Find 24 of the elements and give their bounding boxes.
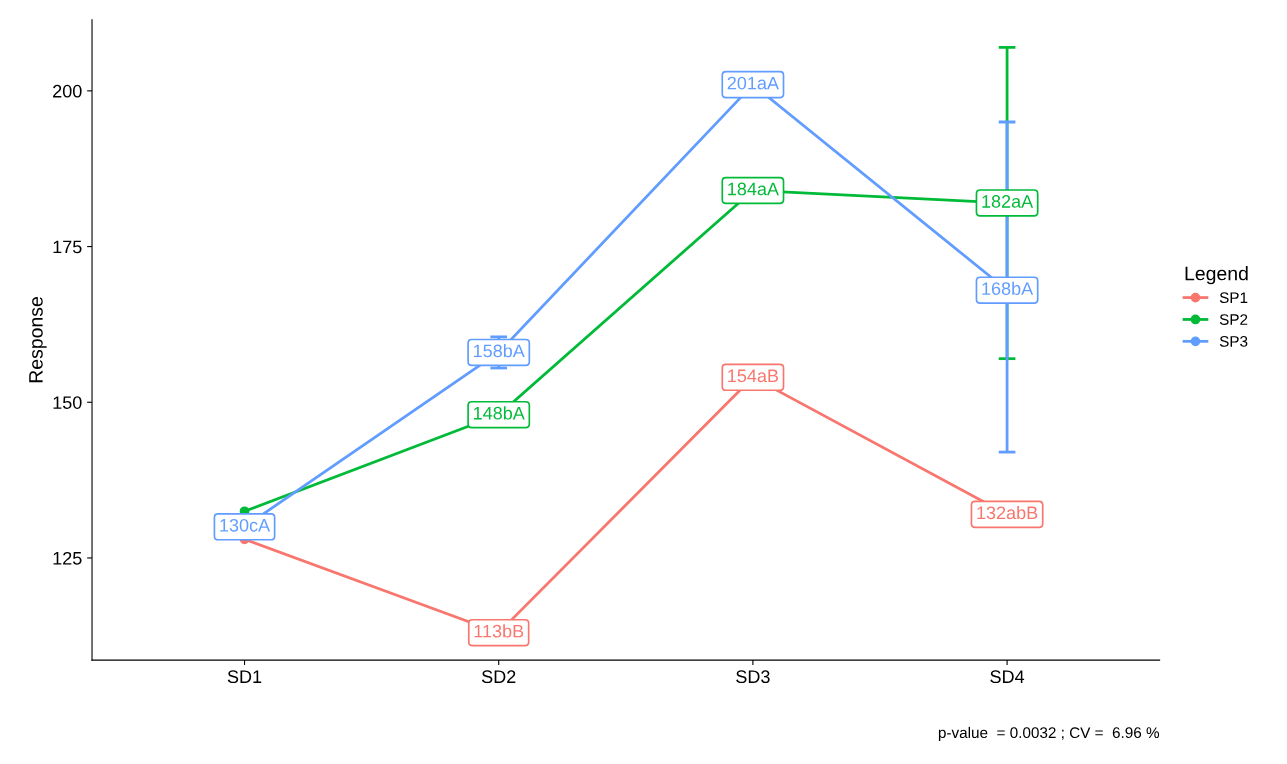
x-tick-label: SD1 [227,670,262,684]
data-label: 184aA [728,182,779,196]
data-label: 168bA [982,281,1034,295]
data-label: 154aB [728,369,779,383]
data-label: 201aA [727,76,779,90]
x-tick-label: SD3 [736,670,770,684]
x-tick-label: SD4 [990,670,1025,684]
data-label: 182aA [982,195,1034,208]
data-label: 113bB [474,624,524,638]
text: p-value = 0.0032 ; CV = 6.96 % [938,726,1160,742]
data-label: 148bA [473,406,525,420]
y-tick-label: 150 [53,396,82,409]
legend-label: SP3 [1219,336,1248,347]
y-tick-label: 125 [53,551,82,565]
legend-label: SP2 [1219,314,1248,325]
y-axis-title: Response [29,297,47,383]
legend-label: SP1 [1219,292,1248,304]
legend-title: Legend [1185,266,1248,285]
y-tick-label: 175 [53,240,82,254]
y-tick-label: 200 [53,84,82,98]
data-label: 130cA [220,518,271,532]
data-label: 158bA [473,344,525,358]
x-tick-label: SD2 [481,670,516,684]
data-label: 132abB [977,505,1038,520]
